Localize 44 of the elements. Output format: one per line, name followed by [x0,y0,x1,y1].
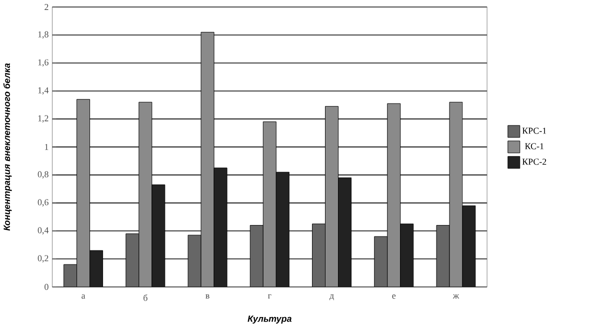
y-tick-label: 0,4 [38,227,49,235]
bar [276,172,290,287]
x-tick-label: в [206,294,210,299]
x-tick-label: б [144,294,148,301]
bar [90,250,103,287]
bar [400,224,414,287]
bar [138,102,152,287]
bar [152,184,166,287]
bar [214,168,228,287]
x-tick-label: г [268,294,272,299]
x-tick-label: е [392,294,396,299]
x-tick-label: ж [452,294,460,299]
bar [449,102,463,287]
bar [436,225,450,287]
y-tick-label: 1,6 [38,59,48,67]
y-tick-label: 0,2 [38,255,48,263]
bar [200,32,214,287]
bar [250,225,264,287]
y-tick-label: 1,8 [38,31,48,39]
y-tick-label: 2 [44,4,48,10]
y-tick-label: 0,6 [38,199,48,207]
x-tick-label: д [329,294,334,300]
bar [188,234,202,287]
bar [126,234,140,287]
y-tick-label: 0 [44,284,48,290]
y-axis-title: Концентрация внеклеточного белка [3,63,12,231]
bar [64,264,77,287]
legend-label: КС-1 [525,143,544,150]
y-tick-label: 1 [45,144,48,150]
legend-label: КРС-1 [522,128,546,134]
bar [312,224,326,287]
bar [462,206,476,287]
x-axis-title: Культура [248,316,292,324]
y-tick-label: 1,2 [38,115,48,123]
bar [387,103,401,287]
bar [76,99,90,287]
y-tick-label: 1,4 [38,87,49,95]
legend-label: КРС-2 [522,158,546,165]
x-tick-label: а [82,294,86,299]
bar [325,106,339,287]
bar [262,122,276,287]
bar [338,178,352,287]
bar [374,236,388,287]
y-tick-label: 0,8 [38,171,48,179]
